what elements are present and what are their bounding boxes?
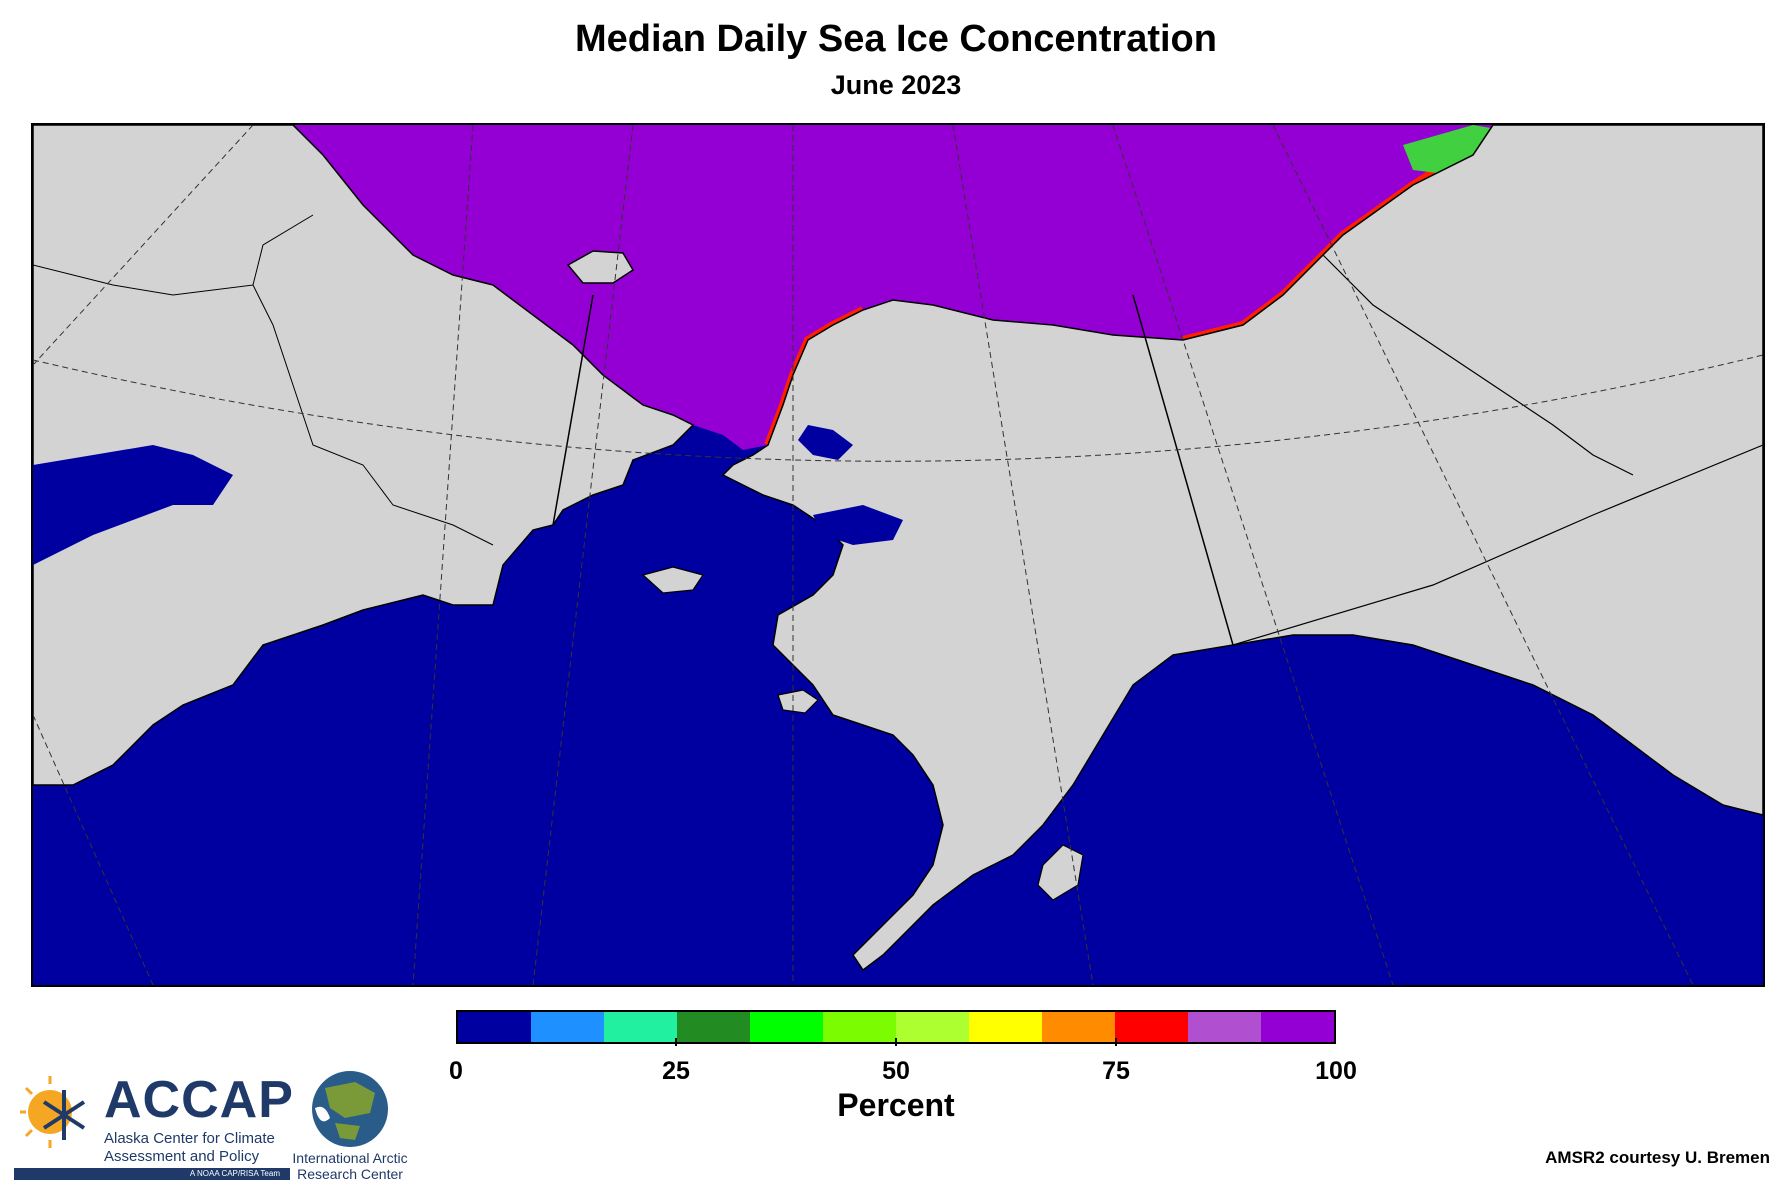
colorbar-bin <box>1042 1012 1115 1042</box>
kodiak-island <box>1037 844 1084 901</box>
wrangel-island <box>566 250 635 284</box>
canada-territory-border <box>1322 254 1634 476</box>
colorbar-bin <box>823 1012 896 1042</box>
accap-line-2: Assessment and Policy <box>104 1148 260 1165</box>
sun-snowflake-icon <box>20 1076 86 1148</box>
bc-border <box>1232 444 1763 646</box>
map-subtitle: June 2023 <box>830 70 962 100</box>
colorbar-tick-label: 25 <box>662 1057 690 1085</box>
accap-name: ACCAP <box>104 1071 294 1129</box>
st-lawrence-island <box>641 566 704 594</box>
colorbar-tick-mark <box>675 1038 677 1046</box>
sea-ice-map <box>31 123 1765 987</box>
okhotsk-water <box>33 445 233 565</box>
data-credit: AMSR2 courtesy U. Bremen <box>1545 1148 1770 1167</box>
arctic-pack-ice <box>293 125 1493 450</box>
colorbar-bin <box>1115 1012 1188 1042</box>
alaska-canada-land <box>721 125 1763 972</box>
norton-sound <box>813 505 903 545</box>
iarc-logo: International Arctic Research Center <box>285 1068 415 1184</box>
graticule <box>33 125 1763 985</box>
colorbar-tick-label: 50 <box>882 1057 910 1085</box>
colorbar-tick-mark <box>1115 1038 1117 1046</box>
colorbar-bin <box>1261 1012 1334 1042</box>
accap-line-1: Alaska Center for Climate <box>104 1130 275 1147</box>
colorbar-bin <box>896 1012 969 1042</box>
colorbar-bin <box>604 1012 677 1042</box>
alaska-canada-border <box>1132 294 1234 646</box>
iarc-line-2: Research Center <box>297 1166 403 1182</box>
kotzebue-sound <box>798 425 853 460</box>
colorbar-tick-mark <box>895 1038 897 1046</box>
colorbar-bin <box>1188 1012 1261 1042</box>
colorbar-label: Percent <box>837 1087 955 1123</box>
map-title: Median Daily Sea Ice Concentration <box>575 18 1217 60</box>
colorbar-bin <box>750 1012 823 1042</box>
colorbar-tick-label: 75 <box>1102 1057 1130 1085</box>
colorbar-tick-label: 0 <box>449 1057 463 1085</box>
map-canvas <box>33 125 1763 985</box>
colorbar-bin <box>458 1012 531 1042</box>
us-russia-border <box>552 294 594 526</box>
colorbar-bin <box>531 1012 604 1042</box>
globe-icon <box>312 1071 388 1147</box>
chukotka-land <box>33 125 695 786</box>
iarc-line-1: International Arctic <box>292 1150 408 1166</box>
accap-logo: ACCAP Alaska Center for Climate Assessme… <box>12 1070 294 1180</box>
nunivak-island <box>777 689 819 714</box>
accap-tag: A NOAA CAP/RISA Team <box>14 1168 290 1180</box>
colorbar-bin <box>677 1012 750 1042</box>
colorbar-bin <box>969 1012 1042 1042</box>
colorbar-tick-label: 100 <box>1315 1057 1357 1085</box>
siberia-region-borders <box>33 214 494 546</box>
